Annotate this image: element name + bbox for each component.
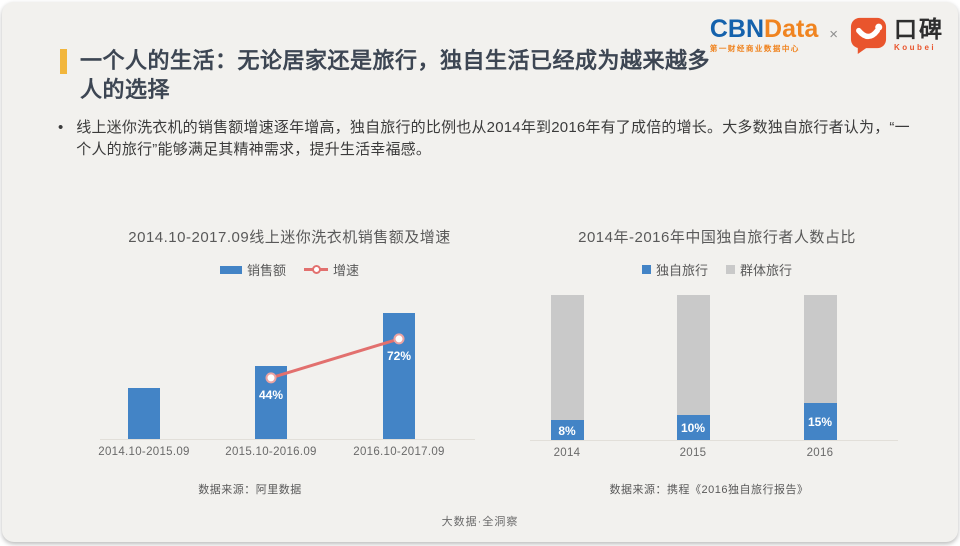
brand-logos: CBNData 第一财经商业数据中心 × 口碑 Koubei <box>710 15 944 54</box>
solo-legend-label: 独自旅行 <box>655 263 708 278</box>
cbndata-wordmark-data: Data <box>764 14 819 43</box>
solo-value-label-1: 10% <box>680 421 706 435</box>
koubei-smile-icon <box>850 17 887 54</box>
growth-value-label-1: 72% <box>386 348 412 363</box>
solo-swatch <box>641 265 651 274</box>
page-title: 一个人的生活：无论居家还是旅行，独自生活已经成为越来越多 人的选择 <box>80 46 710 104</box>
legend-item-growth: 增速 <box>304 260 359 279</box>
sales-bar-2016.10-2017.09 <box>383 313 415 439</box>
footer-tagline: 大数据·全洞察 <box>441 516 519 528</box>
growth-line-swatch <box>304 265 328 274</box>
left-chart-baseline <box>100 439 475 440</box>
summary-bullet: • 线上迷你洗衣机的销售额增速逐年增高，独自旅行的比例也从2014年到2016年… <box>58 117 918 161</box>
left-chart-legend: 销售额 增速 <box>97 260 482 279</box>
koubei-wordmark: 口碑 Koubei <box>894 15 944 52</box>
cbndata-wordmark-cbn: CBN <box>709 14 765 43</box>
legend-item-group: 群体旅行 <box>726 260 792 279</box>
group-travel-bar-2016 <box>803 295 837 403</box>
sales-bar-2014.10-2015.09 <box>128 388 160 439</box>
right-axis-label-1: 2015 <box>679 447 707 459</box>
page-title-line1: 一个人的生活：无论居家还是旅行，独自生活已经成为越来越多 <box>80 48 711 73</box>
growth-marker-icon <box>312 265 321 274</box>
group-travel-bar-2014 <box>550 295 584 420</box>
growth-value-label-0: 44% <box>258 387 284 402</box>
summary-text: 线上迷你洗衣机的销售额增速逐年增高，独自旅行的比例也从2014年到2016年有了… <box>76 119 910 158</box>
left-chart-source: 数据来源：阿里数据 <box>198 484 302 496</box>
legend-item-solo: 独自旅行 <box>641 260 708 279</box>
cbndata-wordmark: CBNData <box>709 14 819 43</box>
right-chart-baseline <box>530 440 898 441</box>
left-axis-label-0: 2014.10-2015.09 <box>98 446 190 458</box>
koubei-cn-label: 口碑 <box>894 15 944 42</box>
bullet-marker: • <box>58 119 64 136</box>
right-axis-label-0: 2014 <box>553 447 581 459</box>
sales-legend-label: 销售额 <box>246 263 286 278</box>
solo-travel-bar-2016 <box>803 402 837 440</box>
right-chart-legend: 独自旅行 群体旅行 <box>527 260 907 279</box>
solo-travel-bar-2014 <box>550 420 584 440</box>
legend-item-sales: 销售额 <box>219 260 286 279</box>
solo-value-label-0: 8% <box>558 423 576 438</box>
koubei-en-label: Koubei <box>894 42 937 52</box>
solo-travel-bar-2015 <box>676 415 710 440</box>
logo-separator: × <box>829 26 838 43</box>
page-title-line2: 人的选择 <box>80 77 171 102</box>
title-accent-bar <box>60 49 67 74</box>
growth-legend-label: 增速 <box>333 263 360 278</box>
group-legend-label: 群体旅行 <box>740 263 793 278</box>
left-chart-title: 2014.10-2017.09线上迷你洗衣机销售额及增速 <box>128 229 451 246</box>
koubei-logo: 口碑 Koubei <box>849 15 944 54</box>
sales-bar-2015.10-2016.09 <box>255 365 287 439</box>
slide-title-block: 一个人的生活：无论居家还是旅行，独自生活已经成为越来越多 人的选择 <box>60 46 922 104</box>
left-axis-label-1: 2015.10-2016.09 <box>225 446 317 458</box>
left-axis-label-2: 2016.10-2017.09 <box>353 446 445 458</box>
group-swatch <box>726 265 735 274</box>
solo-value-label-2: 15% <box>807 414 833 429</box>
right-chart-title: 2014年-2016年中国独自旅行者人数占比 <box>578 229 856 246</box>
cbndata-logo: CBNData 第一财经商业数据中心 <box>709 14 819 53</box>
group-travel-bar-2015 <box>676 295 710 415</box>
right-chart-source: 数据来源：携程《2016独自旅行报告》 <box>609 484 809 496</box>
right-axis-label-2: 2016 <box>806 447 834 459</box>
sales-swatch <box>219 265 242 274</box>
cbndata-subtitle: 第一财经商业数据中心 <box>709 43 800 53</box>
